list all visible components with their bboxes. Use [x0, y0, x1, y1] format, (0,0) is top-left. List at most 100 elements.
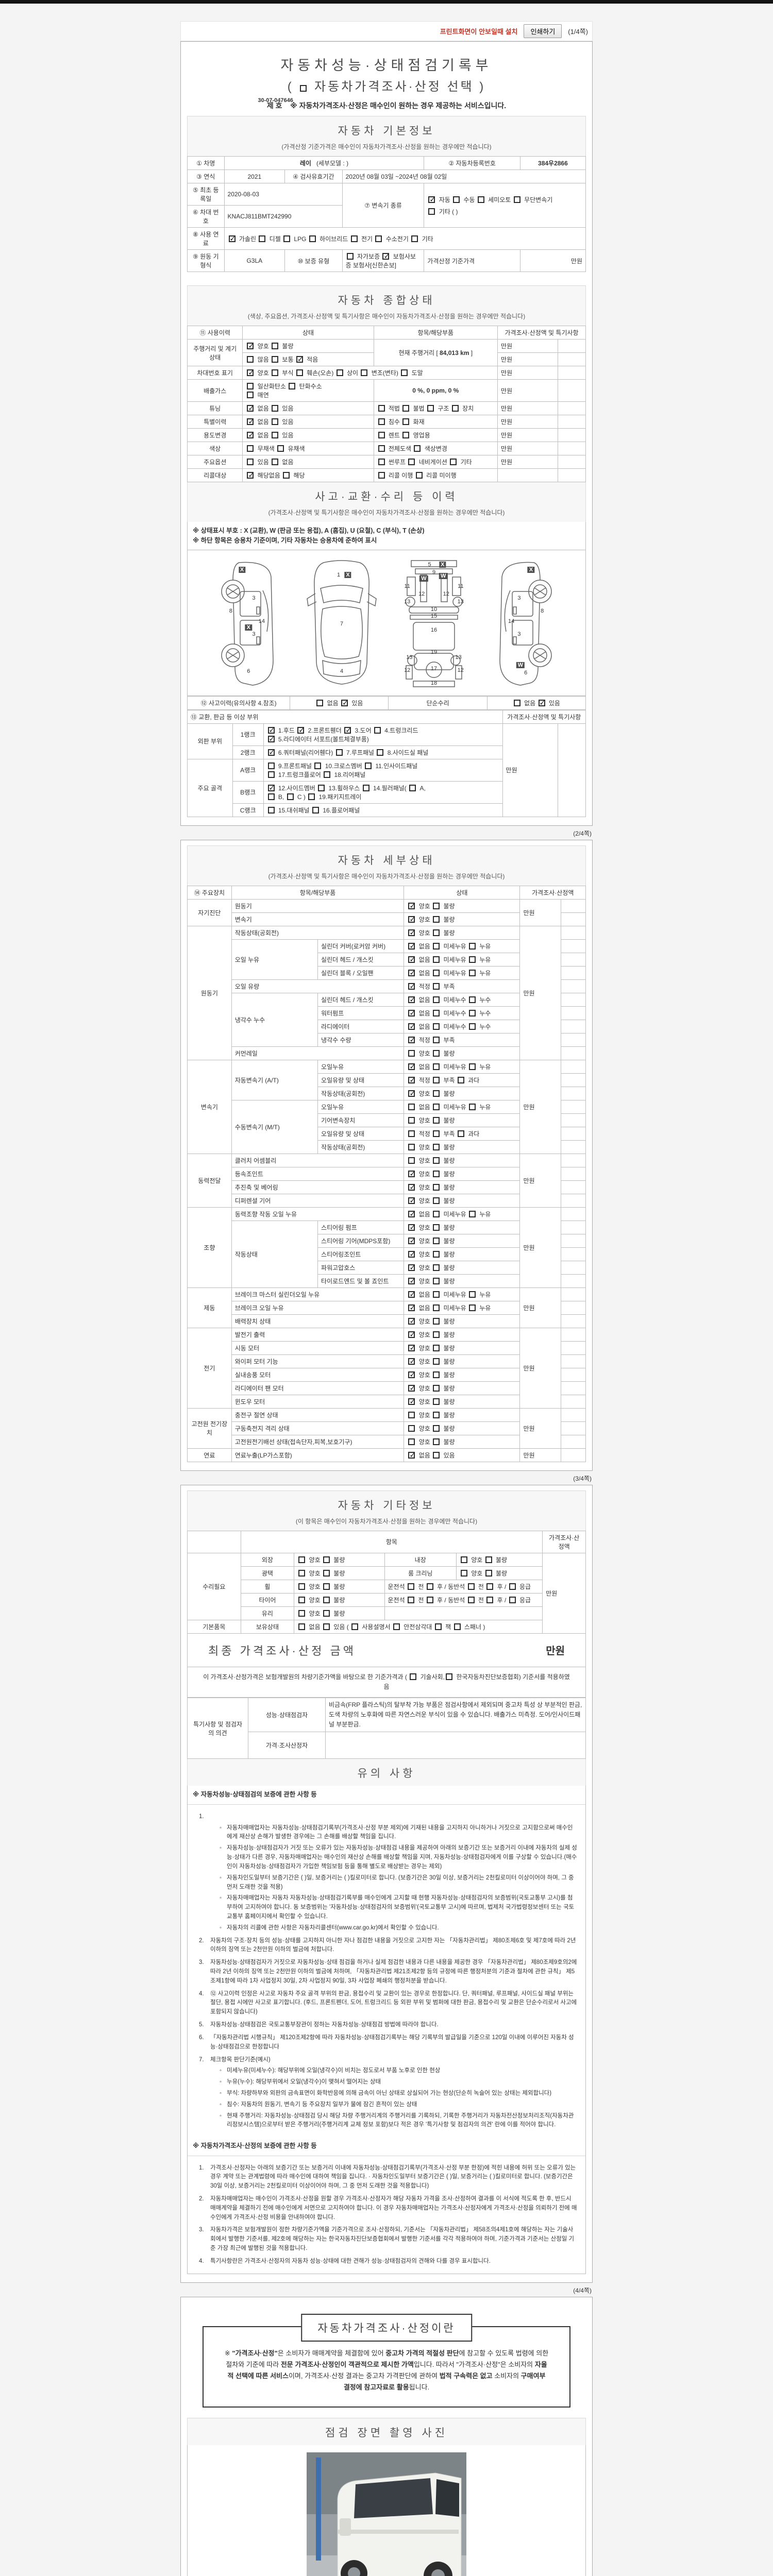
- emission-values: 0 %, 0 ppm, 0 %: [412, 387, 459, 394]
- car-name-value: 레이 (세부모델 : ): [224, 156, 425, 170]
- notes-item: 2. 자동차의 구조·장치 등의 성능·상태를 고지하지 아니한 자나 점검한 내…: [199, 1937, 576, 1953]
- print-toolbar: 프린트화면이 안보일때 설치 인쇄하기 (1/4쪽): [180, 21, 593, 41]
- panel-number: 5: [428, 561, 431, 568]
- appraisal-meaning-title: 자동차가격조사·산정이란: [301, 2313, 472, 2342]
- overall-col-price: 가격조사·산정액 및 특기사항: [497, 326, 586, 340]
- final-basis-note: 이 가격조사·산정가격은 보험개발원의 차량기준가액을 바탕으로 한 기준가격과…: [187, 1667, 586, 1698]
- detail-row: 타이로드엔드 및 볼 죠인트 양호 불량: [188, 1274, 586, 1288]
- notes-bullet: ◦ 자동차매매업자는 자동차성능·상태점검기록부(가격조사·산정 부분 제외)에 …: [220, 1824, 573, 1840]
- repair-row-tire: 타이어 양호 불량 운전석 전 후 / 동반석 전 후 / 응급: [188, 1592, 586, 1607]
- remark-appraiser-row: 가격·조사산정자: [188, 1732, 586, 1759]
- damage-badge: X: [527, 566, 535, 573]
- basic-info-title: 자동차 기본정보: [338, 125, 435, 137]
- panel-number: 14: [508, 618, 515, 624]
- basic-items-row: 기본품목 보유상태 없음 있음 ( 사용설명서 안전삼각대 잭 스패너 ): [187, 1619, 586, 1634]
- panel-number: 12: [418, 591, 425, 597]
- detail-row: 와이퍼 모터 기능 양호 불량: [188, 1354, 586, 1368]
- mileage-current: 현재 주행거리 [ 84,013 km ]: [373, 339, 498, 366]
- notes-bullet: ◦ 침수: 자동차의 원동기, 변속기 등 주요장치 일부가 물에 잠긴 흔적이 …: [220, 2101, 417, 2108]
- row-mileage: 주행거리 및 계기상태 양호 불량 현재 주행거리 [ 84,013 km ] …: [187, 339, 586, 366]
- panel-number: 13: [457, 599, 464, 605]
- notes-section-heading: ※ 자동차성능·상태점검의 보증에 관한 사항 등: [188, 1786, 585, 1805]
- detail-col-price: 가격조사·산정액: [519, 885, 586, 900]
- detail-row: 시동 모터 양호 불량: [188, 1341, 586, 1355]
- print-button[interactable]: 인쇄하기: [524, 24, 562, 38]
- panel-number: 12: [404, 667, 411, 673]
- service-note: ※ 자동차가격조사·산정은 매수인이 원하는 경우 제공하는 서비스입니다.: [290, 101, 507, 110]
- misc-col-item: 항목: [240, 1530, 543, 1553]
- vin-value: KNACJ811BMT242990: [224, 205, 343, 228]
- panel-number: 3: [252, 595, 256, 601]
- notes-bullet: ◦ 부식: 차량하부와 외판의 금속표면이 화학반응에 의해 금속이 아닌 상태로…: [220, 2090, 552, 2096]
- fuel-label: ⑧ 사용 연료: [187, 227, 225, 250]
- engine-type-label: ⑨ 원동 기형식: [187, 249, 225, 272]
- page-1: 자동차성능·상태점검기록부 ( 자동차가격조사·산정 선택 ) 제 30-07-…: [180, 41, 593, 826]
- detail-col-state: 상태: [404, 885, 520, 900]
- remark-table: 특기사항 및 점검자의 의견 성능·상태점검자 비금속(FRP 플라스틱)의 탈…: [187, 1697, 586, 1759]
- repair-row-glass: 유리 양호 불량: [188, 1606, 586, 1620]
- reg-no-value: 384우2866: [519, 156, 586, 170]
- doc-no: 30-07-047646: [258, 97, 293, 104]
- panel-number: 16: [430, 627, 438, 633]
- panel-number: 9: [432, 569, 436, 575]
- detail-col-item: 항목/해당부품: [231, 885, 405, 900]
- overall-col-state: 상태: [242, 326, 374, 340]
- vehicle-view-top: 1 7 4 X: [303, 560, 380, 688]
- rank-row-A: 주요 골격 A랭크 9.프론트패널 10.크로스멤버 11.인사이드패널 17.…: [187, 758, 586, 817]
- basic-info-note: (가격산정 기준가격은 매수인이 자동차가격조사·산정을 원하는 경우에만 적습…: [281, 143, 492, 150]
- base-price-unit: 만원: [519, 249, 586, 272]
- row-vin-mark: 차대번호 표기 양호 부식 훼손(오손) 상이 변조(변타) 도말 만원: [187, 366, 586, 380]
- row-special-history: 특별이력 없음 있음 침수 화재 만원: [187, 415, 586, 429]
- panel-number: 14: [258, 618, 265, 624]
- notes-bullet: ◦ 자동차인도일부터 보증기간은 ( )일, 보증거리는 ( )킬로미터로 합니다…: [220, 1874, 574, 1890]
- notes-item: 3. 자동차성능·상태점검자가 거짓으로 자동차성능·상태 점검을 하거나 실제 …: [199, 1959, 577, 1984]
- notes-item: 4. ⑫ 사고이력 인정은 사고로 자동차 주요 골격 부위의 판금, 용접수리 …: [199, 1990, 577, 2015]
- damage-badge: W: [419, 575, 428, 582]
- fuel-value: 가솔린 디젤 LPG 하이브리드 전기 수소전기 기타: [224, 227, 586, 250]
- state-legend-2: ※ 하단 항목은 승용차 기준이며, 기타 자동차는 승용차에 준하여 표시: [193, 536, 377, 544]
- panel-number: 8: [229, 607, 232, 614]
- photos-title: 점검 장면 촬영 사진: [325, 2427, 448, 2439]
- page-marker-1: (1/4쪽): [568, 28, 588, 36]
- row-emission: 배출가스 일산화탄소 탄화수소 매연 0 %, 0 ppm, 0 % 만원: [187, 379, 586, 402]
- warranty-label: ⑩ 보증 유형: [284, 249, 343, 272]
- detail-title: 자동차 세부상태: [338, 854, 435, 867]
- row-usage-change: 용도변경 없음 있음 렌트 영업용 만원: [187, 428, 586, 442]
- remark-inspector-row: 특기사항 및 점검자의 의견 성능·상태점검자 비금속(FRP 플라스틱)의 탈…: [187, 1697, 586, 1759]
- detail-note: (가격조사·산정액 및 특기사항은 매수인이 자동차가격조사·산정을 원하는 경…: [268, 872, 505, 880]
- first-reg-value: 2020-08-03: [224, 183, 343, 206]
- detail-row: 냉각수 수량 적정 부족: [188, 1032, 586, 1047]
- accident-note: (가격조사·산정액 및 특기사항은 매수인이 자동차가격조사·산정을 원하는 경…: [268, 509, 505, 516]
- simple-repair-state: 없음 있음: [486, 696, 586, 710]
- detail-row: 변속기 양호 불량: [188, 912, 586, 926]
- warranty-value: 자가보증 보험사보증 보험사[신한손보]: [342, 249, 425, 272]
- panel-number: 4: [340, 668, 344, 674]
- detail-row: 추진축 및 베어링 양호 불량: [188, 1180, 586, 1194]
- panel-number: 18: [430, 680, 438, 686]
- detail-row: 스티어링 기어(MDPS포함) 양호 불량: [188, 1233, 586, 1248]
- appraisal-meaning-body: ※ "가격조사·산정"은 소비자가 매매계약을 체결함에 있어 중고차 가격의 …: [224, 2349, 549, 2391]
- vehicle-view-underbody: 5 9 11 11 12 12 13 13 10 15 16 19 13 13 12 12 17 18 X W W: [398, 560, 470, 688]
- notes-item: 1.: [199, 1813, 204, 1820]
- accident-title: 사고·교환·수리 등 이력: [315, 491, 458, 503]
- basic-info-header: 자동차 기본정보 (가격산정 기준가격은 매수인이 자동차가격조사·산정을 원하…: [187, 116, 586, 156]
- page-marker-2: (2/4쪽): [573, 829, 592, 837]
- notes-body: ※ 자동차성능·상태점검의 보증에 관한 사항 등 1. ◦ 자동차매매업자는 자동차…: [187, 1786, 586, 2274]
- detail-row: 고전원전기배선 상태(접속단자,피복,보호기구) 양호 불량: [188, 1434, 586, 1449]
- panel-number: 11: [458, 583, 464, 589]
- notes-item: 4. 특기사항란은 가격조사·산정자의 자동차 성능·상태에 대한 견해가 성능·…: [199, 2258, 491, 2264]
- detail-row: 라디에이터 팬 모터 양호 불량: [188, 1381, 586, 1395]
- notes-header: 유의 사항: [187, 1759, 586, 1786]
- appraiser-remark: [325, 1732, 586, 1759]
- inspection-photo-front: [307, 2452, 466, 2576]
- transmission-line1: 자동 수동 세미오토 무단변속기: [427, 195, 582, 204]
- vehicle-view-right-side: 3 8 14 3 6 X W: [488, 560, 553, 688]
- misc-header: 자동차 기타정보 (이 항목은 매수인이 자동차가격조사·산정을 원하는 경우에…: [187, 1490, 586, 1531]
